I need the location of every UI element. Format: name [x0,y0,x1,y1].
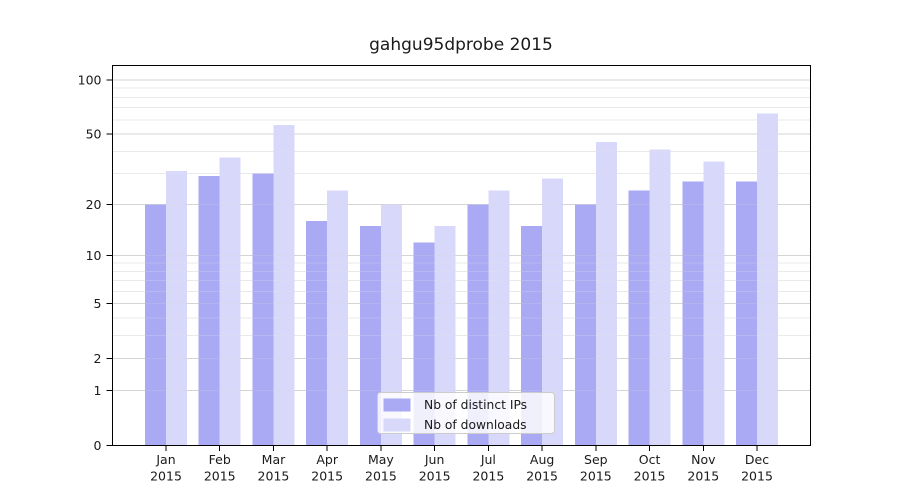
bar-aug-s1 [542,178,564,446]
x-tick-label-dec: Dec [745,452,769,467]
legend: Nb of distinct IPs Nb of downloads [377,392,555,434]
bar-may-s1 [380,204,402,446]
x-tick-year-jul: 2015 [472,469,504,484]
x-tick-label-jun: Jun [424,452,445,467]
bar-jan-s1 [166,170,187,446]
bar-apr-s1 [327,190,349,446]
bar-nov-s0 [682,181,704,446]
x-tick-label-jul: Jul [480,452,496,467]
x-axis: Jan 2015 Feb 2015 Mar 2015 Apr 2015 May 2015 Jun 20… [150,445,773,484]
legend-swatch-1 [383,418,411,432]
bar-feb-s1 [219,157,241,446]
bar-sep-s1 [595,142,617,446]
y-tick-label-2: 2 [94,351,102,366]
bar-dec-s1 [757,113,779,446]
x-tick-label-feb: Feb [209,452,231,467]
bar-series-1 [166,113,779,446]
bar-jul-s0 [467,204,489,446]
bar-jul-s1 [488,190,510,446]
x-tick-year-oct: 2015 [634,469,666,484]
bar-may-s0 [359,225,381,446]
x-tick-label-nov: Nov [691,452,716,467]
bar-nov-s1 [703,161,725,446]
x-tick-label-aug: Aug [530,452,554,467]
y-tick-label-20: 20 [86,197,102,212]
x-tick-year-nov: 2015 [687,469,719,484]
x-tick-year-dec: 2015 [741,469,773,484]
bar-dec-s0 [736,181,758,446]
x-tick-year-mar: 2015 [258,469,290,484]
y-tick-label-100: 100 [78,72,102,87]
chart-root: 0 1 2 5 10 20 50 100 Jan 2015 Feb 2015 Mar 2015 Apr 201… [78,65,811,484]
bar-jan-s0 [145,204,166,446]
y-tick-label-50: 50 [86,126,102,141]
bar-oct-s1 [649,149,671,446]
x-tick-label-mar: Mar [262,452,286,467]
bar-mar-s1 [273,125,295,446]
y-tick-label-1: 1 [94,383,102,398]
legend-swatch-0 [383,398,411,412]
chart-title: gahgu95dprobe 2015 [369,35,553,55]
bar-oct-s0 [628,190,650,446]
x-tick-year-jan: 2015 [150,469,182,484]
legend-label-1: Nb of downloads [424,418,527,432]
y-tick-label-0: 0 [94,438,102,453]
gridlines-front [112,79,811,392]
bar-sep-s0 [574,204,596,446]
x-tick-year-jun: 2015 [419,469,451,484]
x-tick-label-sep: Sep [584,452,608,467]
legend-label-0: Nb of distinct IPs [424,398,527,412]
bar-feb-s0 [198,176,220,446]
y-axis: 0 1 2 5 10 20 50 100 [78,72,113,453]
x-tick-label-jan: Jan [155,452,175,467]
bar-aug-s0 [521,225,543,446]
bars [145,113,779,446]
x-tick-year-may: 2015 [365,469,397,484]
legend-box [377,392,555,434]
x-tick-label-oct: Oct [639,452,661,467]
x-tick-label-apr: Apr [316,452,338,467]
x-tick-year-feb: 2015 [204,469,236,484]
x-tick-year-sep: 2015 [580,469,612,484]
bar-jun-s1 [434,225,456,446]
x-tick-year-aug: 2015 [526,469,558,484]
x-tick-year-apr: 2015 [311,469,343,484]
y-tick-label-5: 5 [94,296,102,311]
x-tick-label-may: May [368,452,394,467]
bar-mar-s0 [252,173,274,446]
bar-apr-s0 [306,221,328,446]
y-tick-label-10: 10 [86,248,102,263]
